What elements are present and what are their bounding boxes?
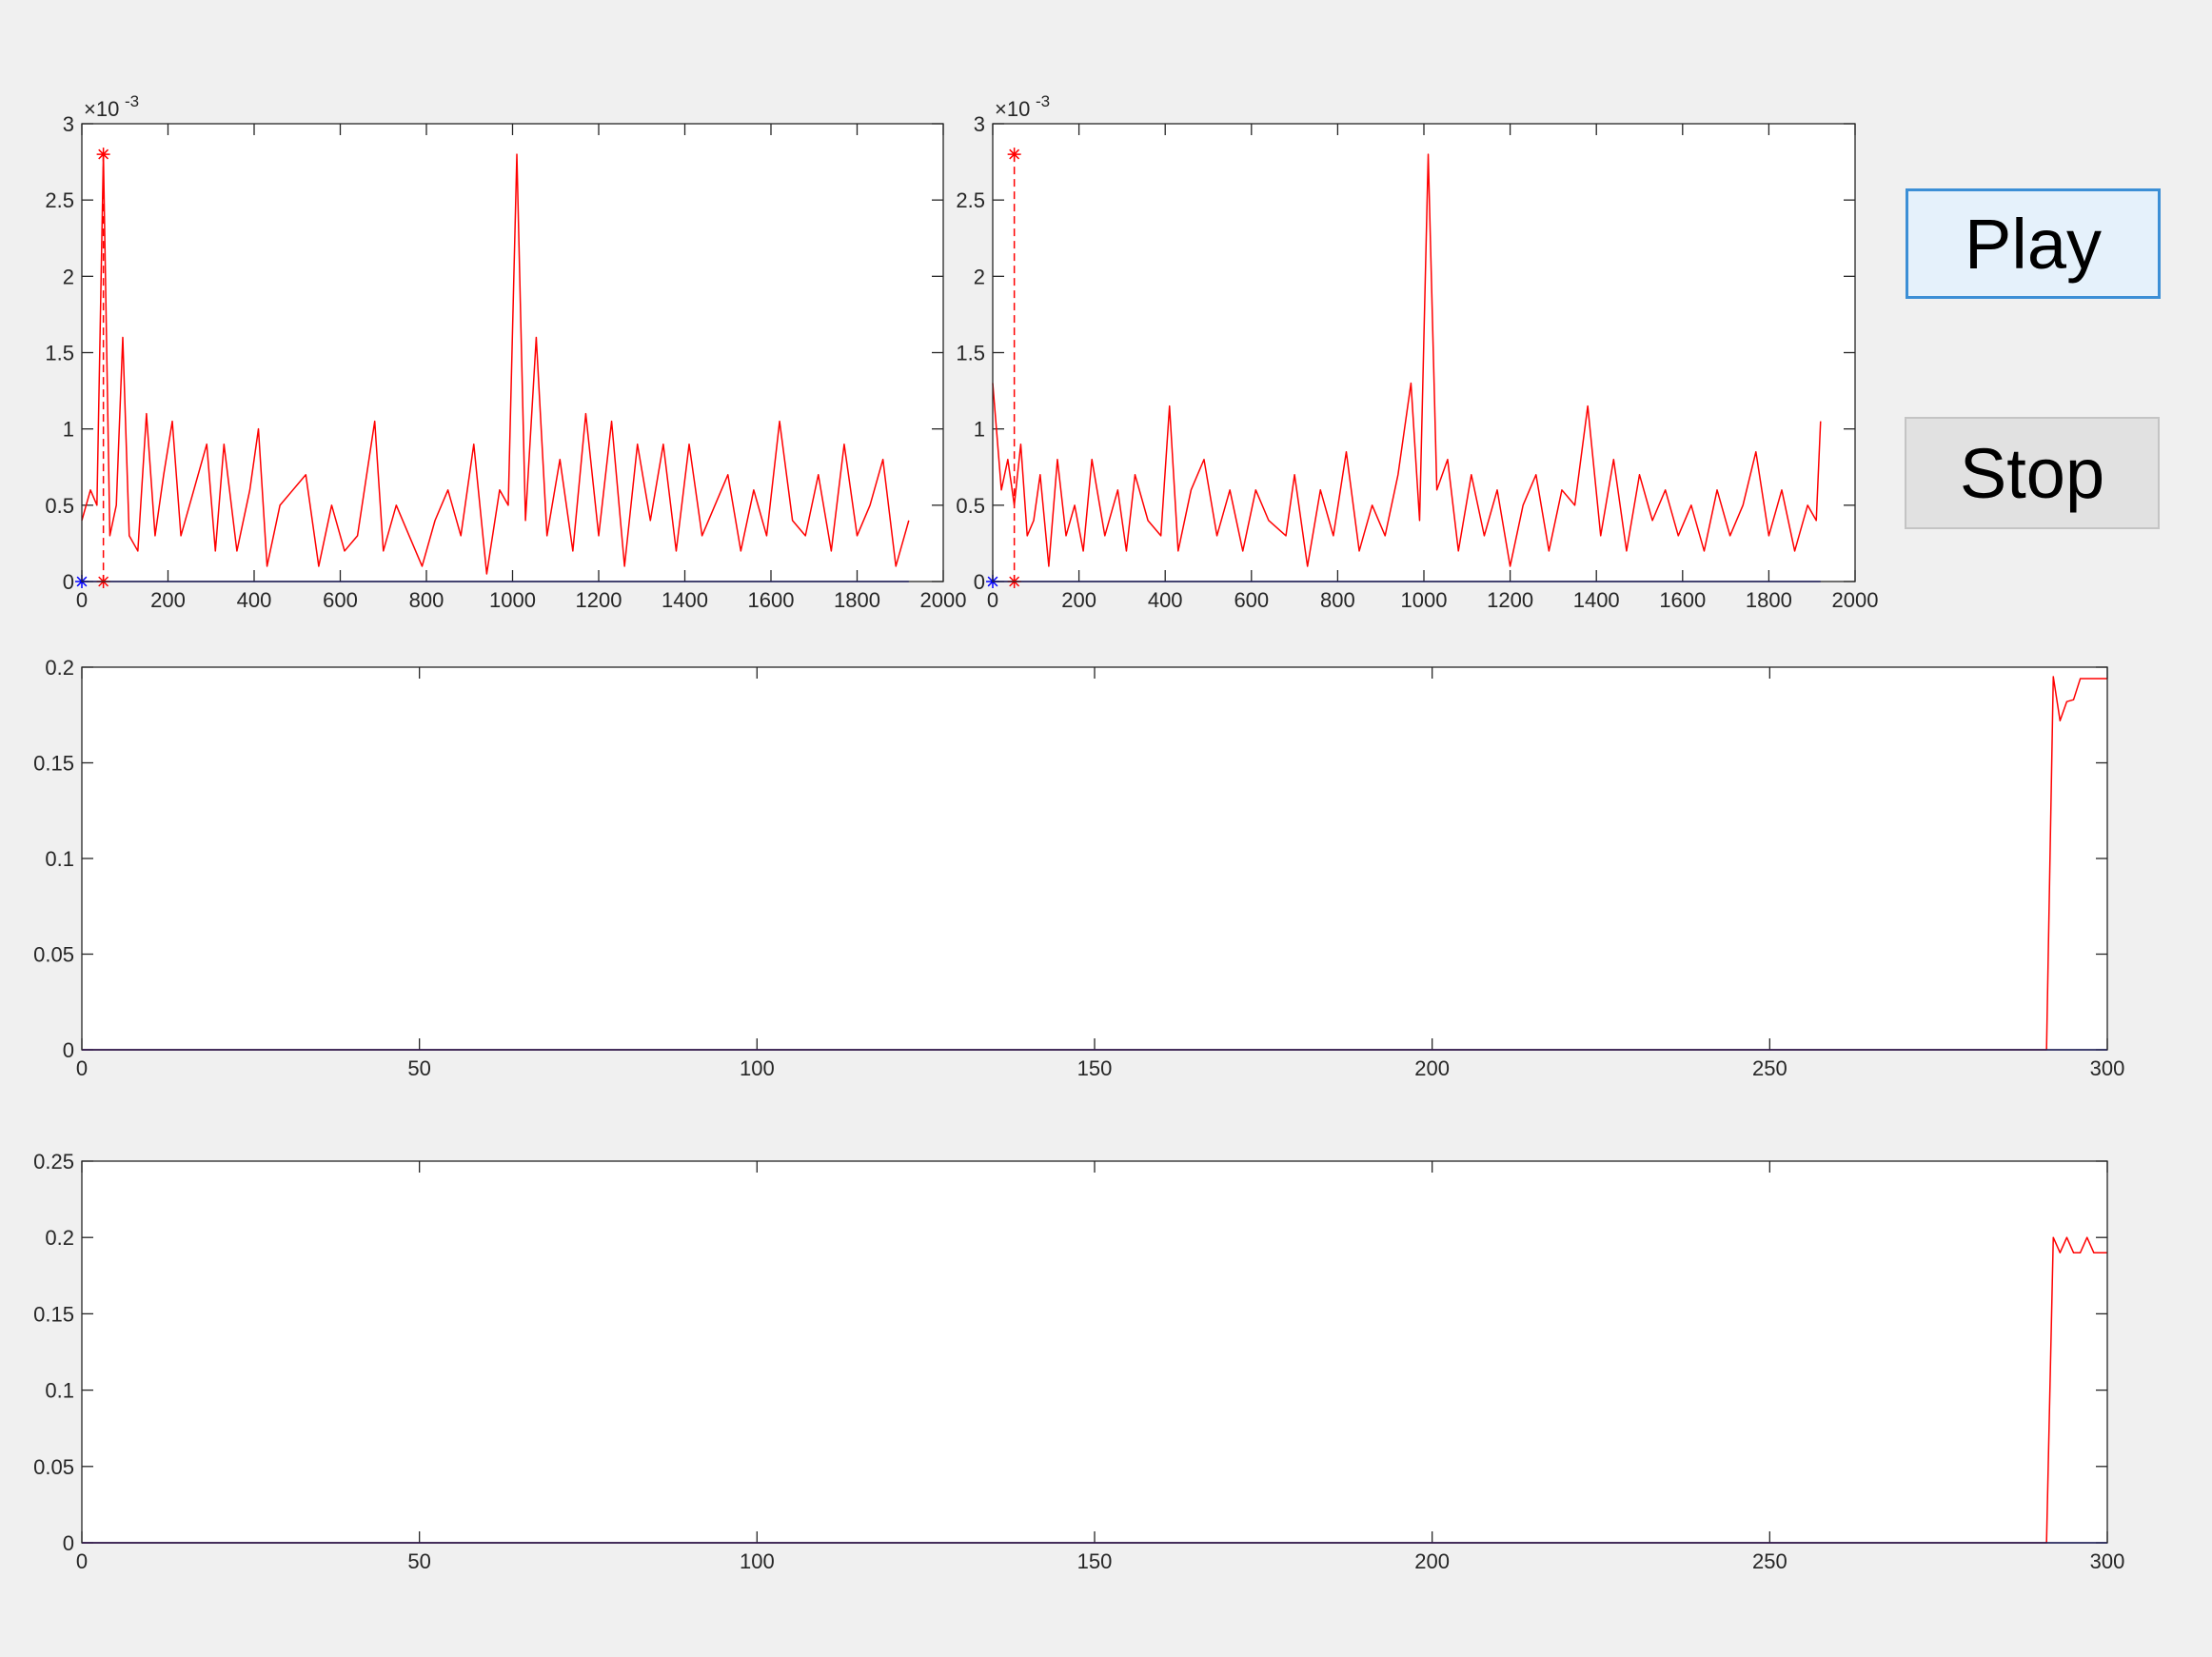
y-tick-label: 0: [63, 1531, 74, 1555]
x-tick-label: 100: [740, 1056, 775, 1080]
y-tick-label: 0.15: [33, 752, 74, 776]
x-tick-label: 1800: [1746, 588, 1792, 612]
y-tick-label: 2: [974, 265, 985, 288]
axes-background: [82, 667, 2107, 1050]
axes-box: [81, 1160, 2108, 1544]
y-tick-label: 0.5: [45, 494, 74, 518]
x-tick-label: 800: [409, 588, 444, 612]
y-multiplier: ×10: [84, 97, 119, 121]
x-tick-label: 100: [740, 1549, 775, 1573]
y-tick-label: 1: [974, 418, 985, 442]
y-tick-label: 0.2: [45, 656, 74, 680]
x-tick-label: 200: [150, 588, 186, 612]
x-tick-label: 1400: [1573, 588, 1620, 612]
y-multiplier-exponent: -3: [125, 92, 139, 110]
axes-background: [82, 1161, 2107, 1543]
y-tick-label: 0: [63, 1038, 74, 1062]
series-line: [992, 153, 1822, 567]
x-tick-label: 1000: [489, 588, 536, 612]
x-tick-label: 800: [1320, 588, 1355, 612]
series-line: [82, 676, 2107, 1051]
x-tick-label: 50: [407, 1056, 430, 1080]
x-tick-label: 600: [323, 588, 358, 612]
x-tick-label: 200: [1414, 1056, 1450, 1080]
asterisk-marker: [1007, 148, 1021, 162]
asterisk-marker: [96, 148, 110, 162]
y-tick-label: 0.15: [33, 1302, 74, 1326]
y-tick-label: 0.05: [33, 1455, 74, 1479]
y-tick-label: 1: [63, 418, 74, 442]
x-tick-label: 1200: [1487, 588, 1533, 612]
series-line: [82, 1236, 2107, 1544]
play-button[interactable]: Play: [1906, 188, 2161, 299]
y-tick-label: 0.5: [956, 494, 985, 518]
y-tick-label: 0.1: [45, 847, 74, 871]
x-tick-label: 250: [1752, 1549, 1787, 1573]
x-tick-label: 1200: [576, 588, 622, 612]
x-tick-label: 1600: [1659, 588, 1706, 612]
x-tick-label: 300: [2090, 1549, 2125, 1573]
y-tick-label: 2.5: [956, 188, 985, 212]
x-tick-label: 150: [1077, 1549, 1113, 1573]
x-tick-label: 400: [1148, 588, 1183, 612]
y-tick-label: 0: [63, 570, 74, 594]
x-tick-label: 1400: [662, 588, 708, 612]
y-tick-label: 0: [974, 570, 985, 594]
x-tick-label: 400: [237, 588, 272, 612]
y-tick-label: 1.5: [956, 342, 985, 365]
x-tick-label: 200: [1061, 588, 1096, 612]
x-tick-label: 50: [407, 1549, 430, 1573]
stop-button[interactable]: Stop: [1905, 417, 2160, 529]
axes-box: [992, 123, 1856, 582]
x-tick-label: 600: [1234, 588, 1269, 612]
y-tick-label: 0.1: [45, 1379, 74, 1403]
axes-box: [81, 123, 944, 582]
x-tick-label: 200: [1414, 1549, 1450, 1573]
y-multiplier-exponent: -3: [1036, 92, 1050, 110]
y-tick-label: 2.5: [45, 188, 74, 212]
x-tick-label: 300: [2090, 1056, 2125, 1080]
x-tick-label: 0: [76, 1549, 88, 1573]
x-tick-label: 0: [76, 588, 88, 612]
y-multiplier: ×10: [995, 97, 1030, 121]
x-tick-label: 2000: [1832, 588, 1879, 612]
y-tick-label: 1.5: [45, 342, 74, 365]
x-tick-label: 150: [1077, 1056, 1113, 1080]
x-tick-label: 2000: [920, 588, 967, 612]
y-tick-label: 0.2: [45, 1226, 74, 1250]
x-tick-label: 0: [987, 588, 998, 612]
y-tick-label: 3: [63, 112, 74, 136]
y-tick-label: 2: [63, 265, 74, 288]
x-tick-label: 1000: [1401, 588, 1448, 612]
series-line: [81, 153, 910, 575]
x-tick-label: 1600: [748, 588, 795, 612]
axes-box: [81, 666, 2108, 1051]
y-tick-label: 0.25: [33, 1150, 74, 1174]
x-tick-label: 250: [1752, 1056, 1787, 1080]
x-tick-label: 1800: [834, 588, 880, 612]
x-tick-label: 0: [76, 1056, 88, 1080]
y-tick-label: 3: [974, 112, 985, 136]
y-tick-label: 0.05: [33, 943, 74, 967]
